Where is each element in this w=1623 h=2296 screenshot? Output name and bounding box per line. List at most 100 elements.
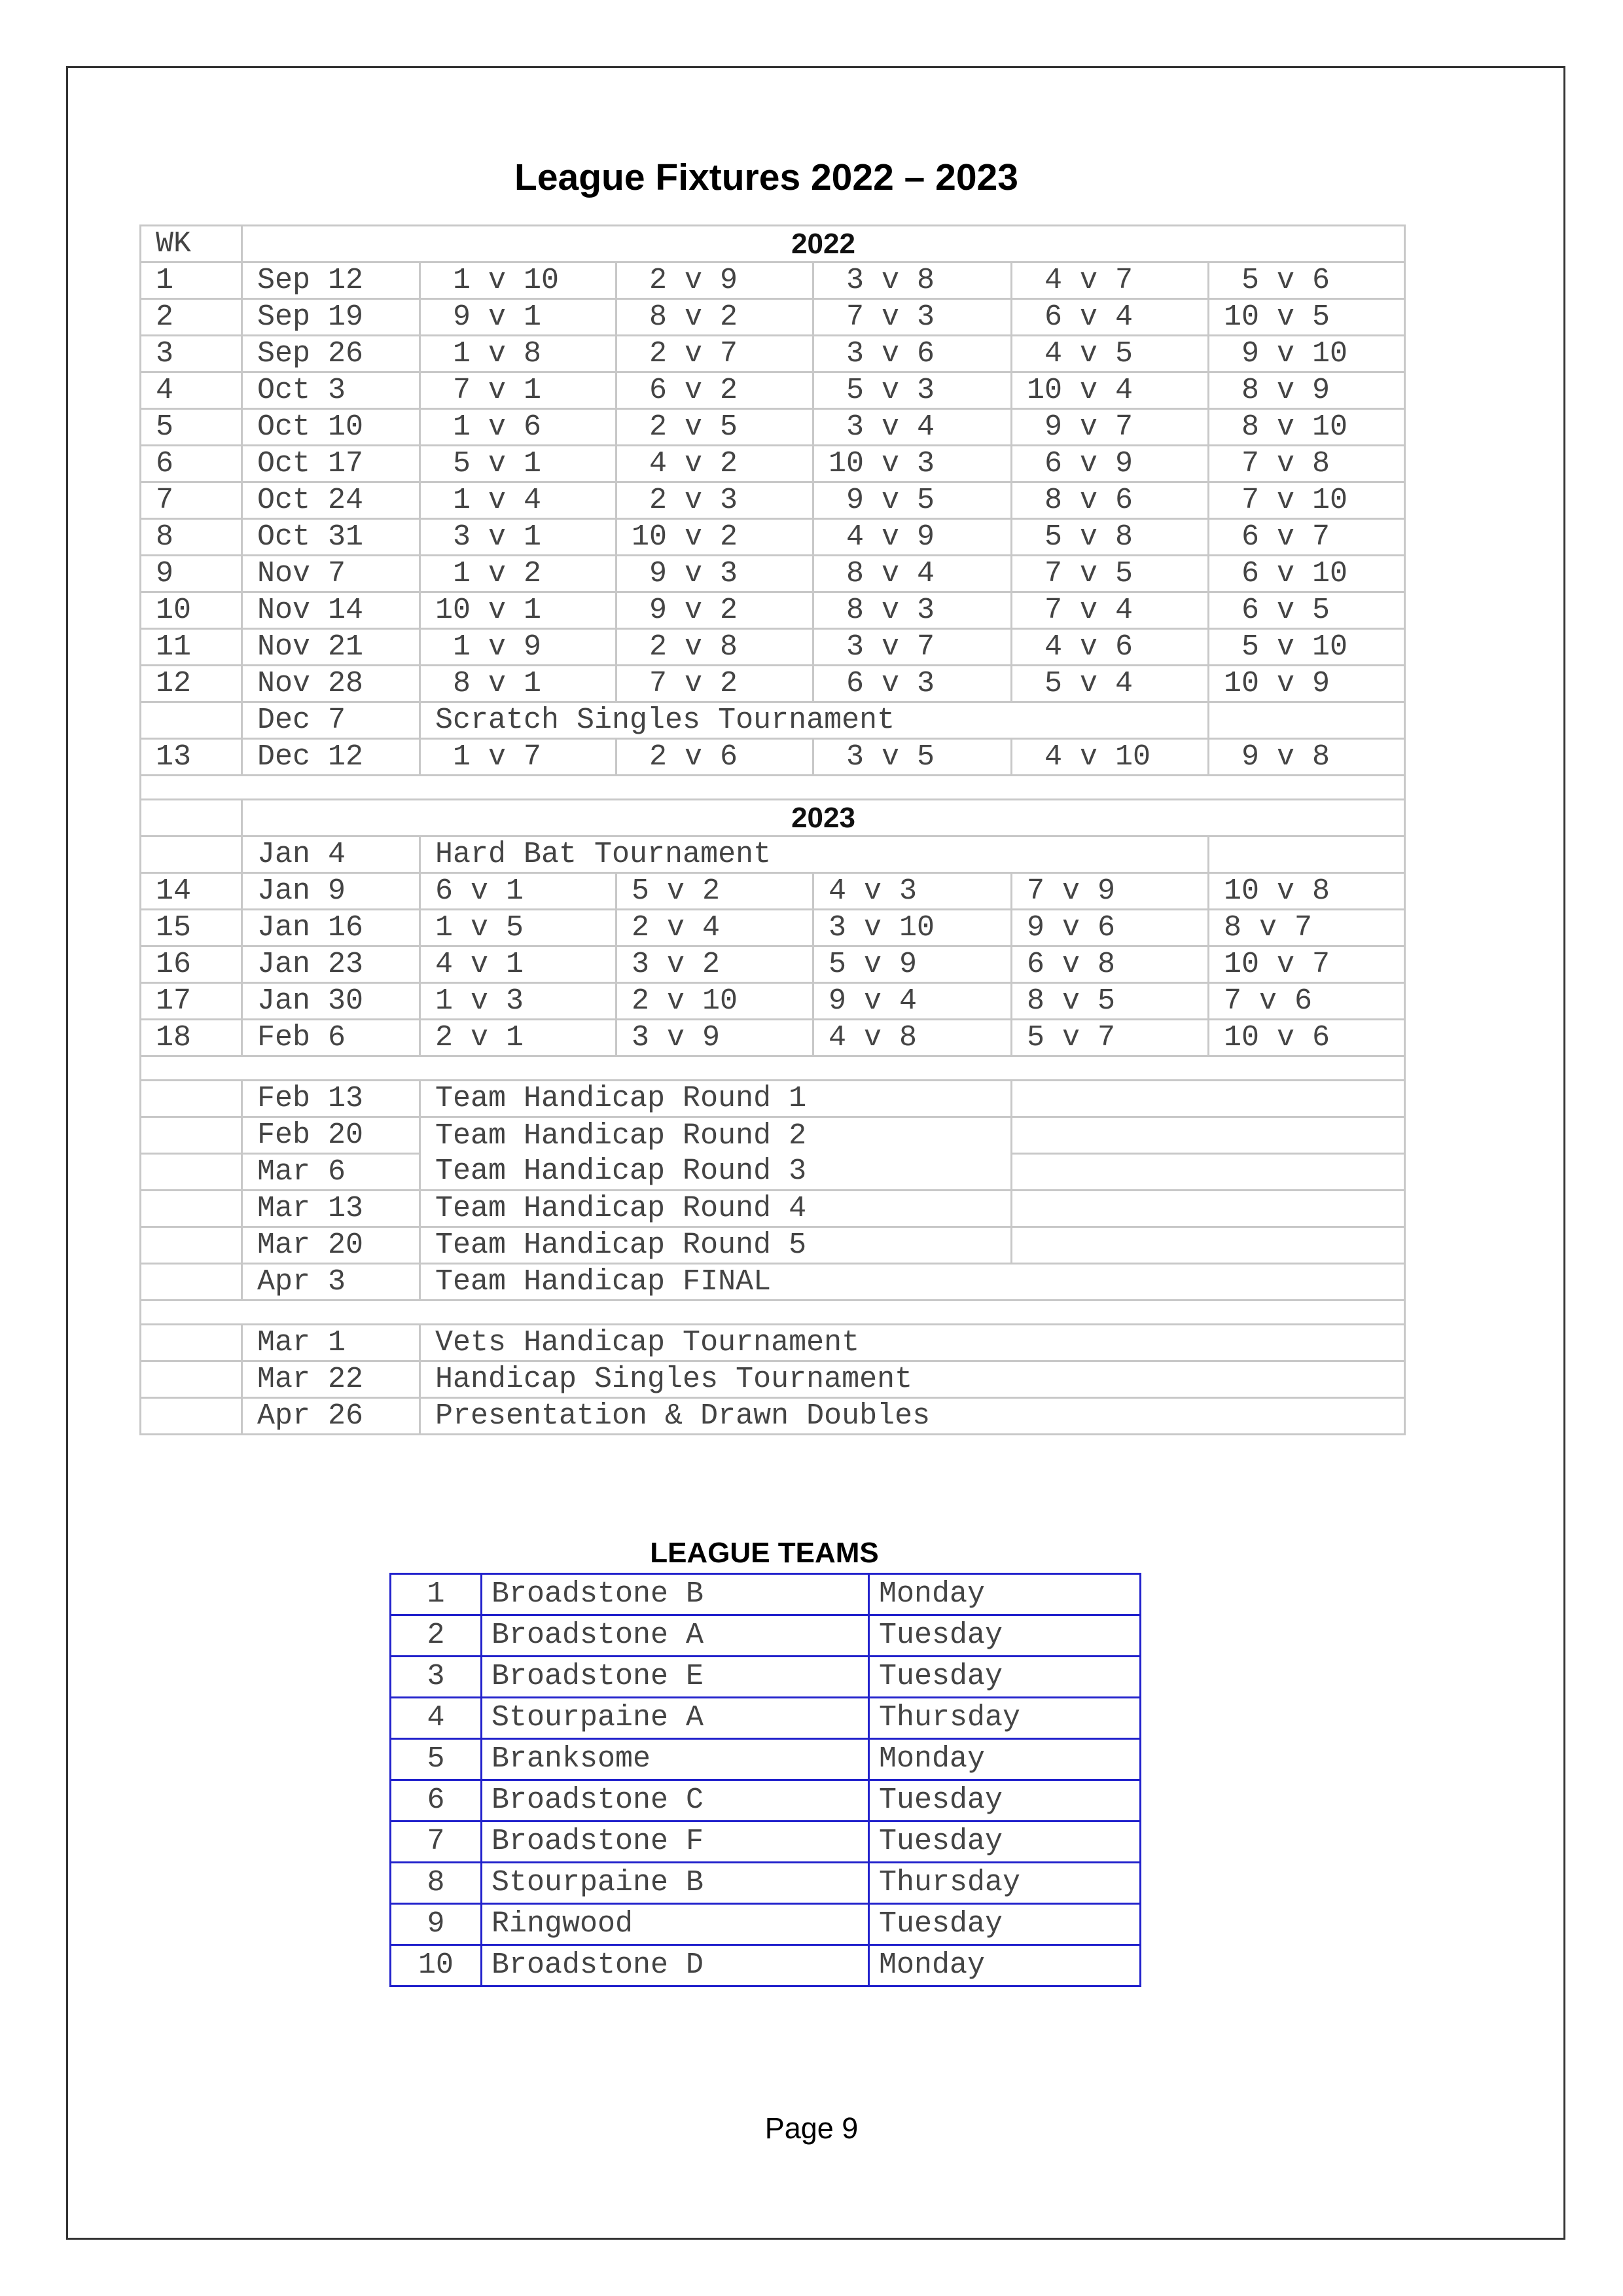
date-cell: Oct 31 bbox=[241, 518, 421, 556]
fixture-row: Jan 4 Hard Bat Tournament bbox=[139, 835, 1406, 874]
match-cell: 7 v 4 bbox=[1010, 591, 1209, 630]
team-number: 6 bbox=[389, 1779, 482, 1822]
empty-cell bbox=[1010, 1189, 1406, 1228]
date-cell: Oct 17 bbox=[241, 444, 421, 483]
match-cell: 2 v 5 bbox=[615, 408, 814, 446]
team-number: 7 bbox=[389, 1820, 482, 1863]
event-cell: Team Handicap Round 2 bbox=[419, 1116, 1012, 1154]
date-cell: Sep 26 bbox=[241, 334, 421, 373]
empty-cell bbox=[139, 798, 243, 837]
team-name: Broadstone A bbox=[480, 1614, 870, 1657]
week-cell: 8 bbox=[139, 518, 243, 556]
event-cell: Presentation & Drawn Doubles bbox=[418, 1397, 1406, 1435]
match-cell: 9 v 4 bbox=[812, 982, 1012, 1020]
match-cell: 7 v 6 bbox=[1207, 982, 1406, 1020]
empty-cell bbox=[139, 1226, 243, 1265]
match-cell: 10 v 6 bbox=[1207, 1018, 1406, 1057]
match-cell: 8 v 2 bbox=[615, 298, 814, 336]
match-cell: 3 v 5 bbox=[812, 738, 1012, 776]
year-header: 2023 bbox=[240, 798, 1406, 837]
team-row: 7 Broadstone F Tuesday bbox=[389, 1820, 1141, 1863]
week-cell: 14 bbox=[139, 872, 243, 910]
team-row: 3 Broadstone E Tuesday bbox=[389, 1655, 1141, 1698]
team-name: Broadstone B bbox=[480, 1573, 870, 1616]
empty-cell bbox=[1010, 1226, 1406, 1265]
match-cell: 5 v 10 bbox=[1207, 628, 1406, 666]
match-cell: 8 v 5 bbox=[1010, 982, 1209, 1020]
team-name: Broadstone D bbox=[480, 1944, 870, 1987]
spacer-cell bbox=[139, 1055, 1406, 1081]
event-row: Mar 1 Vets Handicap Tournament bbox=[139, 1323, 1406, 1362]
team-night: Monday bbox=[868, 1573, 1141, 1616]
empty-cell bbox=[139, 1323, 243, 1362]
match-cell: 4 v 10 bbox=[1010, 738, 1209, 776]
fixture-row: Dec 7 Scratch Singles Tournament bbox=[139, 701, 1406, 740]
match-cell: 7 v 5 bbox=[1010, 554, 1209, 593]
date-cell: Oct 3 bbox=[241, 371, 421, 410]
empty-cell bbox=[1010, 1153, 1406, 1191]
match-cell: 6 v 4 bbox=[1010, 298, 1209, 336]
team-row: 2 Broadstone A Tuesday bbox=[389, 1614, 1141, 1657]
header-row: WK 2022 bbox=[139, 224, 1406, 263]
match-cell: 8 v 1 bbox=[419, 664, 617, 703]
match-cell: 2 v 1 bbox=[419, 1018, 617, 1057]
week-cell: 18 bbox=[139, 1018, 243, 1057]
spacer-row bbox=[139, 1055, 1406, 1081]
match-cell: 5 v 6 bbox=[1207, 261, 1406, 300]
match-cell: 3 v 4 bbox=[812, 408, 1012, 446]
empty-cell bbox=[1010, 1116, 1406, 1155]
fixture-row: 7 Oct 24 1 v 4 2 v 3 9 v 5 8 v 6 7 v 10 bbox=[139, 481, 1406, 520]
match-cell: 10 v 9 bbox=[1207, 664, 1406, 703]
handicap-row: Feb 20 Team Handicap Round 2 bbox=[139, 1116, 1406, 1155]
event-cell: Team Handicap Round 3 bbox=[419, 1153, 1012, 1191]
handicap-row: Apr 3 Team Handicap FINAL bbox=[139, 1263, 1406, 1301]
header-row: 2023 bbox=[139, 798, 1406, 837]
empty-cell bbox=[1207, 835, 1406, 874]
match-cell: 6 v 8 bbox=[1010, 945, 1209, 984]
date-cell: Mar 13 bbox=[241, 1189, 421, 1228]
date-cell: Jan 30 bbox=[241, 982, 421, 1020]
fixture-row: 6 Oct 17 5 v 1 4 v 2 10 v 3 6 v 9 7 v 8 bbox=[139, 444, 1406, 483]
match-cell: 6 v 10 bbox=[1207, 554, 1406, 593]
spacer-cell bbox=[139, 774, 1406, 800]
match-cell: 10 v 8 bbox=[1207, 872, 1406, 910]
team-number: 10 bbox=[389, 1944, 482, 1987]
match-cell: 5 v 2 bbox=[615, 872, 814, 910]
match-cell: 3 v 8 bbox=[812, 261, 1012, 300]
spacer-row bbox=[139, 774, 1406, 800]
empty-cell bbox=[1207, 701, 1406, 740]
date-cell: Sep 19 bbox=[241, 298, 421, 336]
page-number: Page 9 bbox=[764, 2111, 859, 2145]
team-number: 2 bbox=[389, 1614, 482, 1657]
team-name: Broadstone E bbox=[480, 1655, 870, 1698]
spacer-cell bbox=[139, 1299, 1406, 1325]
date-cell: Mar 20 bbox=[241, 1226, 421, 1265]
year-header: 2022 bbox=[240, 224, 1406, 263]
team-name: Broadstone C bbox=[480, 1779, 870, 1822]
team-night: Monday bbox=[868, 1944, 1141, 1987]
league-teams-title: LEAGUE TEAMS bbox=[650, 1537, 879, 1569]
team-row: 4 Stourpaine A Thursday bbox=[389, 1696, 1141, 1740]
team-night: Tuesday bbox=[868, 1614, 1141, 1657]
team-night: Tuesday bbox=[868, 1655, 1141, 1698]
event-cell: Team Handicap Round 4 bbox=[419, 1189, 1012, 1228]
match-cell: 2 v 4 bbox=[615, 908, 814, 947]
team-row: 1 Broadstone B Monday bbox=[389, 1573, 1141, 1616]
team-name: Branksome bbox=[480, 1738, 870, 1781]
match-cell: 3 v 2 bbox=[615, 945, 814, 984]
match-cell: 1 v 2 bbox=[419, 554, 617, 593]
team-name: Stourpaine A bbox=[480, 1696, 870, 1740]
match-cell: 5 v 8 bbox=[1010, 518, 1209, 556]
match-cell: 4 v 5 bbox=[1010, 334, 1209, 373]
handicap-row: Mar 13 Team Handicap Round 4 bbox=[139, 1189, 1406, 1228]
league-teams-table: 1 Broadstone B Monday 2 Broadstone A Tuesday 3… bbox=[389, 1573, 1141, 1987]
match-cell: 3 v 1 bbox=[419, 518, 617, 556]
team-row: 10 Broadstone D Monday bbox=[389, 1944, 1141, 1987]
wk-header: WK bbox=[139, 224, 243, 263]
team-night: Tuesday bbox=[868, 1820, 1141, 1863]
event-cell: Team Handicap Round 5 bbox=[419, 1226, 1012, 1265]
match-cell: 3 v 9 bbox=[615, 1018, 814, 1057]
match-cell: 5 v 7 bbox=[1010, 1018, 1209, 1057]
